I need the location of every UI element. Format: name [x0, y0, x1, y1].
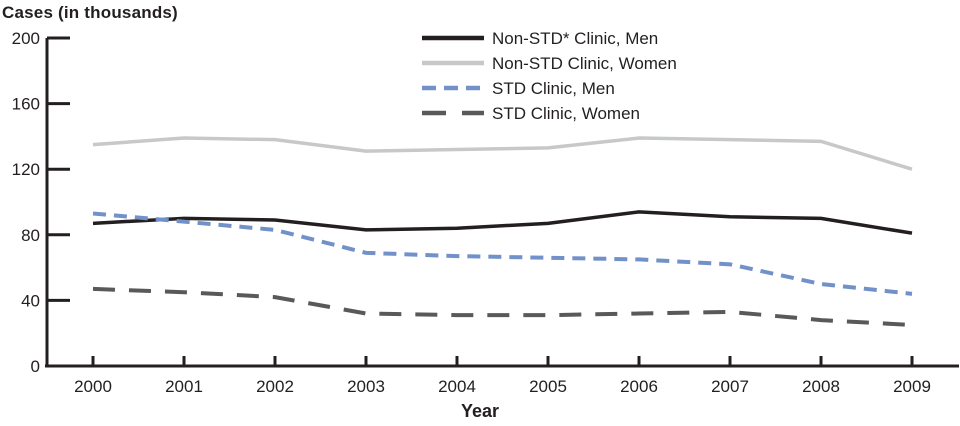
series-line-std-clinic-women	[92, 286, 913, 327]
y-tick-label: 40	[21, 291, 40, 310]
chart-title: Cases (in thousands)	[2, 3, 178, 22]
x-axis-title: Year	[460, 401, 500, 421]
x-tick-label: 2006	[620, 377, 658, 396]
x-tick-label: 2002	[256, 377, 294, 396]
y-tick-label: 200	[12, 29, 40, 48]
legend-label: Non-STD* Clinic, Men	[492, 29, 658, 48]
y-tick-label: 0	[31, 357, 40, 376]
x-tick-label: 2005	[529, 377, 567, 396]
y-tick-label: 160	[12, 95, 40, 114]
legend-label: STD Clinic, Women	[492, 104, 640, 123]
x-tick-label: 2001	[165, 377, 203, 396]
y-tick-label: 120	[12, 160, 40, 179]
legend-label: STD Clinic, Men	[492, 79, 615, 98]
x-tick-label: 2004	[438, 377, 476, 396]
legend-label: Non-STD Clinic, Women	[492, 54, 677, 73]
x-tick-label: 2007	[711, 377, 749, 396]
series-line-non-std-clinic-women	[92, 136, 913, 171]
x-tick-label: 2008	[802, 377, 840, 396]
x-tick-label: 2003	[347, 377, 385, 396]
y-tick-label: 80	[21, 226, 40, 245]
x-tick-label: 2000	[74, 377, 112, 396]
x-tick-label: 2009	[893, 377, 931, 396]
series-line-std-clinic-men	[92, 211, 913, 296]
series-line-non-std-clinic-men	[92, 210, 913, 235]
